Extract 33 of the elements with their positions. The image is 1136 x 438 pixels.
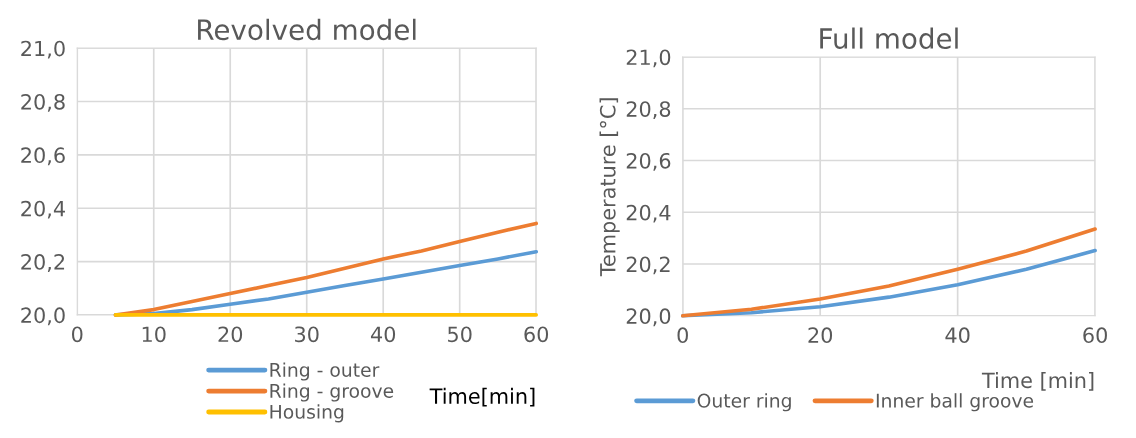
x-tick-label: 10 [142,326,166,343]
y-tick-label: 20,0 [626,308,671,327]
y-tick-label: 20,8 [21,93,65,112]
chart-title: Full model [820,27,958,49]
x-tick-label: 60 [1083,327,1107,344]
x-axis-title: Time[min] [429,387,535,407]
y-tick-label: 20,4 [21,200,65,219]
y-tick-label: 20,2 [21,254,65,272]
x-axis-title: Time [min] [981,372,1094,391]
x-tick-label: 60 [524,326,549,343]
y-tick-label: 20,8 [626,101,671,120]
x-tick-label: 40 [945,327,970,344]
chart-title: Revolved model [198,18,416,41]
legend-label: Ring - outer [270,362,380,381]
x-tick-label: 20 [808,327,833,344]
legend-label: Inner ball groove [876,393,1034,412]
x-tick-label: 0 [677,327,688,344]
y-tick-label: 21,0 [21,40,65,59]
y-axis-title: Temperature [°C] [599,98,620,277]
legend-label: Ring - groove [270,383,394,402]
x-tick-label: 0 [71,326,83,343]
y-tick-label: 20,2 [626,256,670,275]
y-tick-label: 20,0 [21,307,65,326]
x-tick-label: 40 [370,326,396,343]
legend-label: Housing [270,404,344,423]
y-tick-label: 20,4 [626,204,671,223]
x-tick-label: 30 [295,326,319,343]
y-tick-label: 20,6 [626,152,671,171]
y-tick-label: 20,6 [21,147,65,166]
legend-label: Outer ring [697,393,791,412]
x-tick-label: 50 [448,326,472,343]
y-tick-label: 21,0 [626,49,671,68]
x-tick-label: 20 [218,326,243,343]
